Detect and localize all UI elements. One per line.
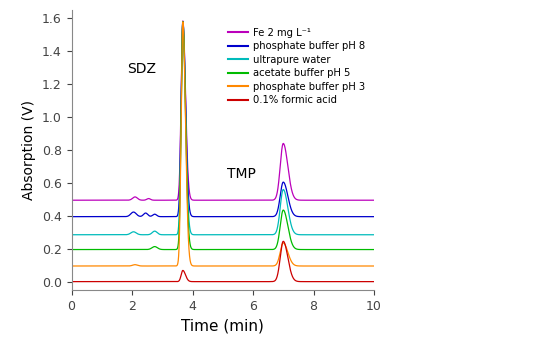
Fe 2 mg L⁻¹ xyxy=(123,198,130,202)
ultrapure water xyxy=(250,233,256,237)
ultrapure water xyxy=(317,233,323,237)
0.1% formic acid xyxy=(371,280,377,284)
Fe 2 mg L⁻¹ xyxy=(265,198,272,202)
phosphate buffer pH 8 xyxy=(371,214,377,219)
phosphate buffer pH 3 xyxy=(294,264,300,268)
Y-axis label: Absorption (V): Absorption (V) xyxy=(22,100,36,200)
0.1% formic acid xyxy=(68,280,75,284)
phosphate buffer pH 3 xyxy=(123,264,130,268)
Fe 2 mg L⁻¹ xyxy=(371,198,377,202)
Text: TMP: TMP xyxy=(227,167,256,181)
phosphate buffer pH 3 xyxy=(265,264,272,268)
acetate buffer pH 5 xyxy=(371,248,377,252)
ultrapure water xyxy=(184,176,190,180)
0.1% formic acid xyxy=(250,280,256,284)
phosphate buffer pH 3 xyxy=(179,20,186,24)
acetate buffer pH 5 xyxy=(265,248,272,252)
Legend: Fe 2 mg L⁻¹, phosphate buffer pH 8, ultrapure water, acetate buffer pH 5, phosph: Fe 2 mg L⁻¹, phosphate buffer pH 8, ultr… xyxy=(224,24,369,109)
Fe 2 mg L⁻¹ xyxy=(68,198,75,202)
phosphate buffer pH 8 xyxy=(184,162,190,166)
0.1% formic acid xyxy=(294,279,300,283)
phosphate buffer pH 8 xyxy=(123,214,130,219)
0.1% formic acid xyxy=(280,239,287,243)
phosphate buffer pH 8 xyxy=(179,20,186,24)
acetate buffer pH 5 xyxy=(294,247,300,251)
ultrapure water xyxy=(179,20,186,24)
phosphate buffer pH 8 xyxy=(317,214,323,219)
ultrapure water xyxy=(371,233,377,237)
acetate buffer pH 5 xyxy=(317,248,323,252)
Line: Fe 2 mg L⁻¹: Fe 2 mg L⁻¹ xyxy=(72,21,374,200)
phosphate buffer pH 3 xyxy=(371,264,377,268)
Line: phosphate buffer pH 3: phosphate buffer pH 3 xyxy=(72,22,374,266)
phosphate buffer pH 8 xyxy=(68,214,75,219)
ultrapure water xyxy=(265,233,272,237)
X-axis label: Time (min): Time (min) xyxy=(182,318,264,333)
phosphate buffer pH 3 xyxy=(250,264,256,268)
acetate buffer pH 5 xyxy=(250,248,256,252)
0.1% formic acid xyxy=(317,280,323,284)
phosphate buffer pH 3 xyxy=(184,198,190,203)
phosphate buffer pH 8 xyxy=(294,214,300,218)
Line: acetate buffer pH 5: acetate buffer pH 5 xyxy=(72,22,374,250)
Line: ultrapure water: ultrapure water xyxy=(72,22,374,235)
Fe 2 mg L⁻¹ xyxy=(184,150,190,154)
Line: 0.1% formic acid: 0.1% formic acid xyxy=(72,241,374,282)
ultrapure water xyxy=(123,233,130,237)
ultrapure water xyxy=(68,233,75,237)
phosphate buffer pH 8 xyxy=(265,214,272,219)
0.1% formic acid xyxy=(123,280,130,284)
Fe 2 mg L⁻¹ xyxy=(294,198,300,202)
Fe 2 mg L⁻¹ xyxy=(250,198,256,202)
acetate buffer pH 5 xyxy=(179,20,186,24)
ultrapure water xyxy=(294,232,300,236)
acetate buffer pH 5 xyxy=(68,248,75,252)
acetate buffer pH 5 xyxy=(184,187,190,191)
phosphate buffer pH 3 xyxy=(317,264,323,268)
Text: SDZ: SDZ xyxy=(128,62,156,76)
Line: phosphate buffer pH 8: phosphate buffer pH 8 xyxy=(72,22,374,217)
phosphate buffer pH 8 xyxy=(250,214,256,219)
0.1% formic acid xyxy=(265,280,272,284)
phosphate buffer pH 3 xyxy=(68,264,75,268)
0.1% formic acid xyxy=(184,277,190,281)
acetate buffer pH 5 xyxy=(123,248,130,252)
Fe 2 mg L⁻¹ xyxy=(179,19,186,23)
Fe 2 mg L⁻¹ xyxy=(317,198,323,202)
